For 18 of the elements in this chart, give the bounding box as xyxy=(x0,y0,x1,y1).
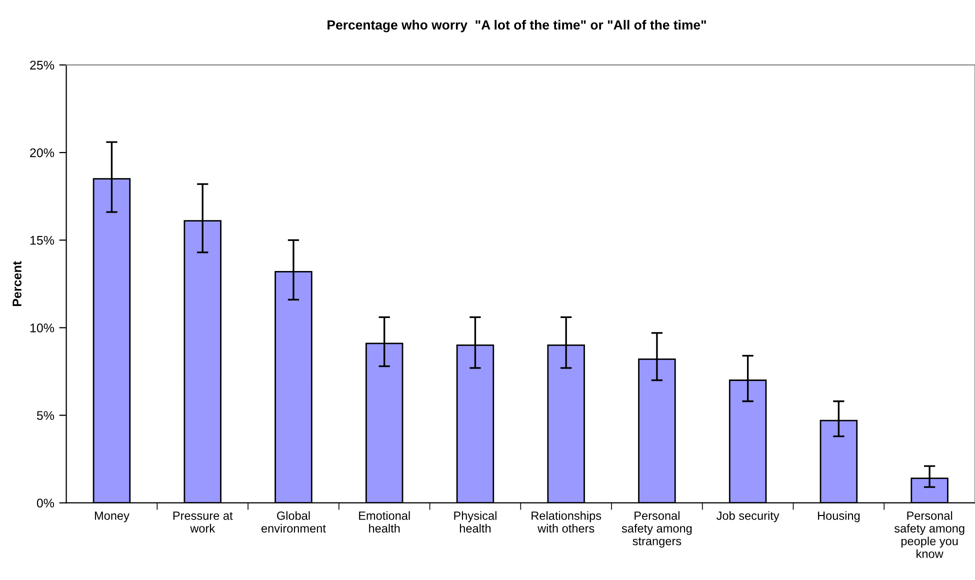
x-tick-label: Money xyxy=(94,512,130,522)
x-tick-label: Personal safety among strangers xyxy=(622,511,692,548)
chart-title: Percentage who worry "A lot of the time" or "All of the time" xyxy=(328,20,706,32)
y-tick-label: 20% xyxy=(30,148,54,158)
y-tick-label: 15% xyxy=(30,236,54,245)
y-tick-label: 0% xyxy=(36,498,54,508)
x-tick-label: Physical health xyxy=(454,511,496,533)
x-tick-label: Job security xyxy=(716,511,780,522)
y-axis-title: Percent xyxy=(12,261,22,306)
x-tick-label: Housing xyxy=(818,511,860,522)
x-tick-label: Pressure at work xyxy=(173,512,233,533)
x-tick-label: Emotional health xyxy=(359,511,410,533)
y-tick-label: 25% xyxy=(30,60,54,70)
y-tick-label: 5% xyxy=(36,411,54,420)
y-tick-label: 10% xyxy=(30,324,54,332)
x-tick-label: Global environment xyxy=(261,511,326,533)
x-tick-label: Relationships with others xyxy=(532,511,602,533)
x-tick-label: Personal safety among people you know xyxy=(894,511,964,558)
